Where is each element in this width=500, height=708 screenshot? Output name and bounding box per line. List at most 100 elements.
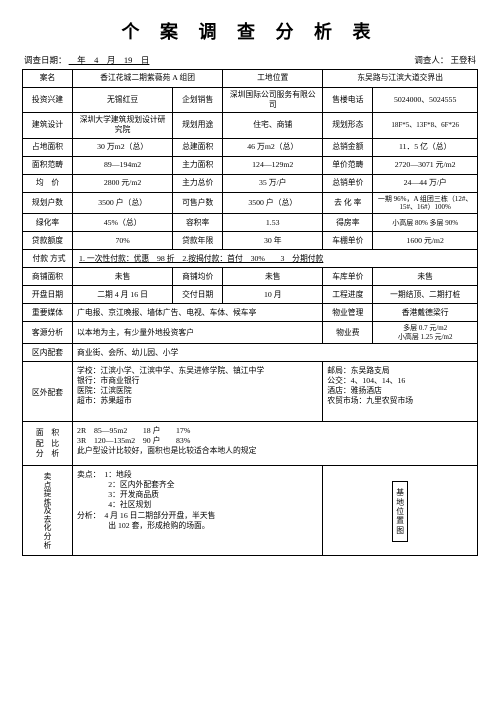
cell: 一期结顶、二期打桩 — [373, 286, 478, 304]
cell: 基 地 位 置 图 — [323, 466, 478, 556]
cell: 深圳大学建筑规划设计研究院 — [73, 113, 173, 138]
table-row: 建筑设计 深圳大学建筑规划设计研究院 规划用途 住宅、商铺 规划形态 18F*5… — [23, 113, 478, 138]
cell: 企划销售 — [173, 88, 223, 113]
table-row: 开盘日期 二期 4 月 16 日 交付日期 10 月 工程进度 一期结顶、二期打… — [23, 286, 478, 304]
cell: 无锡红豆 — [73, 88, 173, 113]
cell: 香港戴德梁行 — [373, 304, 478, 322]
cell: 以本地为主，有少量外地投资客户 — [73, 322, 323, 344]
cell: 30 年 — [223, 232, 323, 250]
cell: 去 化 率 — [323, 192, 373, 214]
cell: 总建面积 — [173, 138, 223, 156]
cell: 18F*5、13F*8、6F*26 — [373, 113, 478, 138]
cell: 香江花城二期紫薇苑 A 组团 — [73, 70, 223, 88]
cell: 30 万m2（总） — [73, 138, 173, 156]
cell: 学校：江滨小学、江滨中学、东吴进修学院、镇江中学 银行：市商业银行 医院：江滨医… — [73, 362, 323, 422]
cell: 深圳国际公司服务有限公司 — [223, 88, 323, 113]
table-row: 规划户数 3500 户（总） 可售户数 3500 户（总） 去 化 率 一期 9… — [23, 192, 478, 214]
cell: 区外配套 — [23, 362, 73, 422]
cell: 3500 户（总） — [73, 192, 173, 214]
cell: 商业街、会所、幼儿园、小学 — [73, 344, 478, 362]
cell: 35 万/户 — [223, 174, 323, 192]
person-value: 王登科 — [450, 55, 476, 65]
cell: 面 积 配 比 分 析 — [23, 422, 73, 466]
table-row: 区外配套 学校：江滨小学、江滨中学、东吴进修学院、镇江中学 银行：市商业银行 医… — [23, 362, 478, 422]
cell: 东吴路与江滨大道交界出 — [323, 70, 478, 88]
cell: 贷款年限 — [173, 232, 223, 250]
cell: 一期 96%，A 组团三栋（12#、15#、16#）100% — [373, 192, 478, 214]
cell: 未售 — [73, 268, 173, 286]
cell: 商铺均价 — [173, 268, 223, 286]
table-row: 绿化率 45%（总） 容积率 1.53 得房率 小高层 80% 多层 90% — [23, 214, 478, 232]
cell: 10 月 — [223, 286, 323, 304]
cell: 售楼电话 — [323, 88, 373, 113]
cell: 1. 一次性付款：优惠 98 折 2.按揭付款：首付 30% 3 分期付款 — [73, 250, 478, 268]
cell: 11．5 亿（总） — [373, 138, 478, 156]
cell: 规划用途 — [173, 113, 223, 138]
cell: 规划形态 — [323, 113, 373, 138]
cell: 总销单价 — [323, 174, 373, 192]
cell: 得房率 — [323, 214, 373, 232]
table-row: 卖 点 提 炼 及 去 化 分 析 卖点： 1：地段 2：区内外配套齐全 3：开… — [23, 466, 478, 556]
cell: 建筑设计 — [23, 113, 73, 138]
table-row: 区内配套 商业街、会所、幼儿园、小学 — [23, 344, 478, 362]
table-row: 付款 方式 1. 一次性付款：优惠 98 折 2.按揭付款：首付 30% 3 分… — [23, 250, 478, 268]
cell: 1.53 — [223, 214, 323, 232]
cell: 车库单价 — [323, 268, 373, 286]
cell: 工地位置 — [223, 70, 323, 88]
cell: 3500 户（总） — [223, 192, 323, 214]
cell: 重要媒体 — [23, 304, 73, 322]
cell: 46 万m2（总） — [223, 138, 323, 156]
cell: 单价范畴 — [323, 156, 373, 174]
cell: 案名 — [23, 70, 73, 88]
cell: 工程进度 — [323, 286, 373, 304]
cell: 小高层 80% 多层 90% — [373, 214, 478, 232]
cell: 70% — [73, 232, 173, 250]
cell: 24—44 万/户 — [373, 174, 478, 192]
cell: 投资兴建 — [23, 88, 73, 113]
cell: 未售 — [223, 268, 323, 286]
table-row: 客源分析 以本地为主，有少量外地投资客户 物业费 多层 0.7 元/m2 小高层… — [23, 322, 478, 344]
cell: 商铺面积 — [23, 268, 73, 286]
cell: 2R 85—95m2 18 户 17% 3R 120—135m2 90 户 83… — [73, 422, 478, 466]
cell: 区内配套 — [23, 344, 73, 362]
cell: 车棚单价 — [323, 232, 373, 250]
cell: 物业管理 — [323, 304, 373, 322]
cell: 规划户数 — [23, 192, 73, 214]
date-value: 年 4 月 19 日 — [69, 55, 150, 65]
table-row: 商铺面积 未售 商铺均价 未售 车库单价 未售 — [23, 268, 478, 286]
cell: 广电报、京江晚报、墙体广告、电视、车体、候车亭 — [73, 304, 323, 322]
cell: 绿化率 — [23, 214, 73, 232]
cell: 124—129m2 — [223, 156, 323, 174]
cell: 未售 — [373, 268, 478, 286]
cell: 多层 0.7 元/m2 小高层 1.25 元/m2 — [373, 322, 478, 344]
table-row: 贷款额度 70% 贷款年限 30 年 车棚单价 1600 元/m2 — [23, 232, 478, 250]
cell: 2800 元/m2 — [73, 174, 173, 192]
cell: 付款 方式 — [23, 250, 73, 268]
survey-table: 案名 香江花城二期紫薇苑 A 组团 工地位置 东吴路与江滨大道交界出 投资兴建 … — [22, 69, 478, 556]
cell: 客源分析 — [23, 322, 73, 344]
cell: 45%（总） — [73, 214, 173, 232]
table-row: 案名 香江花城二期紫薇苑 A 组团 工地位置 东吴路与江滨大道交界出 — [23, 70, 478, 88]
table-row: 投资兴建 无锡红豆 企划销售 深圳国际公司服务有限公司 售楼电话 5024000… — [23, 88, 478, 113]
cell: 5024000、5024555 — [373, 88, 478, 113]
page-title: 个 案 调 查 分 析 表 — [22, 18, 478, 44]
table-row: 占地面积 30 万m2（总） 总建面积 46 万m2（总） 总销金额 11．5 … — [23, 138, 478, 156]
cell: 交付日期 — [173, 286, 223, 304]
date-label: 调查日期： — [24, 55, 67, 65]
cell: 主力面积 — [173, 156, 223, 174]
cell: 物业费 — [323, 322, 373, 344]
cell: 主力总价 — [173, 174, 223, 192]
cell: 面积范畴 — [23, 156, 73, 174]
cell: 1600 元/m2 — [373, 232, 478, 250]
table-row: 面 积 配 比 分 析 2R 85—95m2 18 户 17% 3R 120—1… — [23, 422, 478, 466]
cell: 占地面积 — [23, 138, 73, 156]
person-label: 调查人： — [414, 55, 448, 65]
cell: 邮局：东吴路支局 公交：4、104、14、16 酒店：雅扬酒店 农贸市场：九里农… — [323, 362, 478, 422]
map-box: 基 地 位 置 图 — [392, 481, 408, 542]
table-row: 均 价 2800 元/m2 主力总价 35 万/户 总销单价 24—44 万/户 — [23, 174, 478, 192]
cell: 2720—3071 元/m2 — [373, 156, 478, 174]
cell: 均 价 — [23, 174, 73, 192]
cell: 89—194m2 — [73, 156, 173, 174]
cell: 开盘日期 — [23, 286, 73, 304]
table-row: 重要媒体 广电报、京江晚报、墙体广告、电视、车体、候车亭 物业管理 香港戴德梁行 — [23, 304, 478, 322]
